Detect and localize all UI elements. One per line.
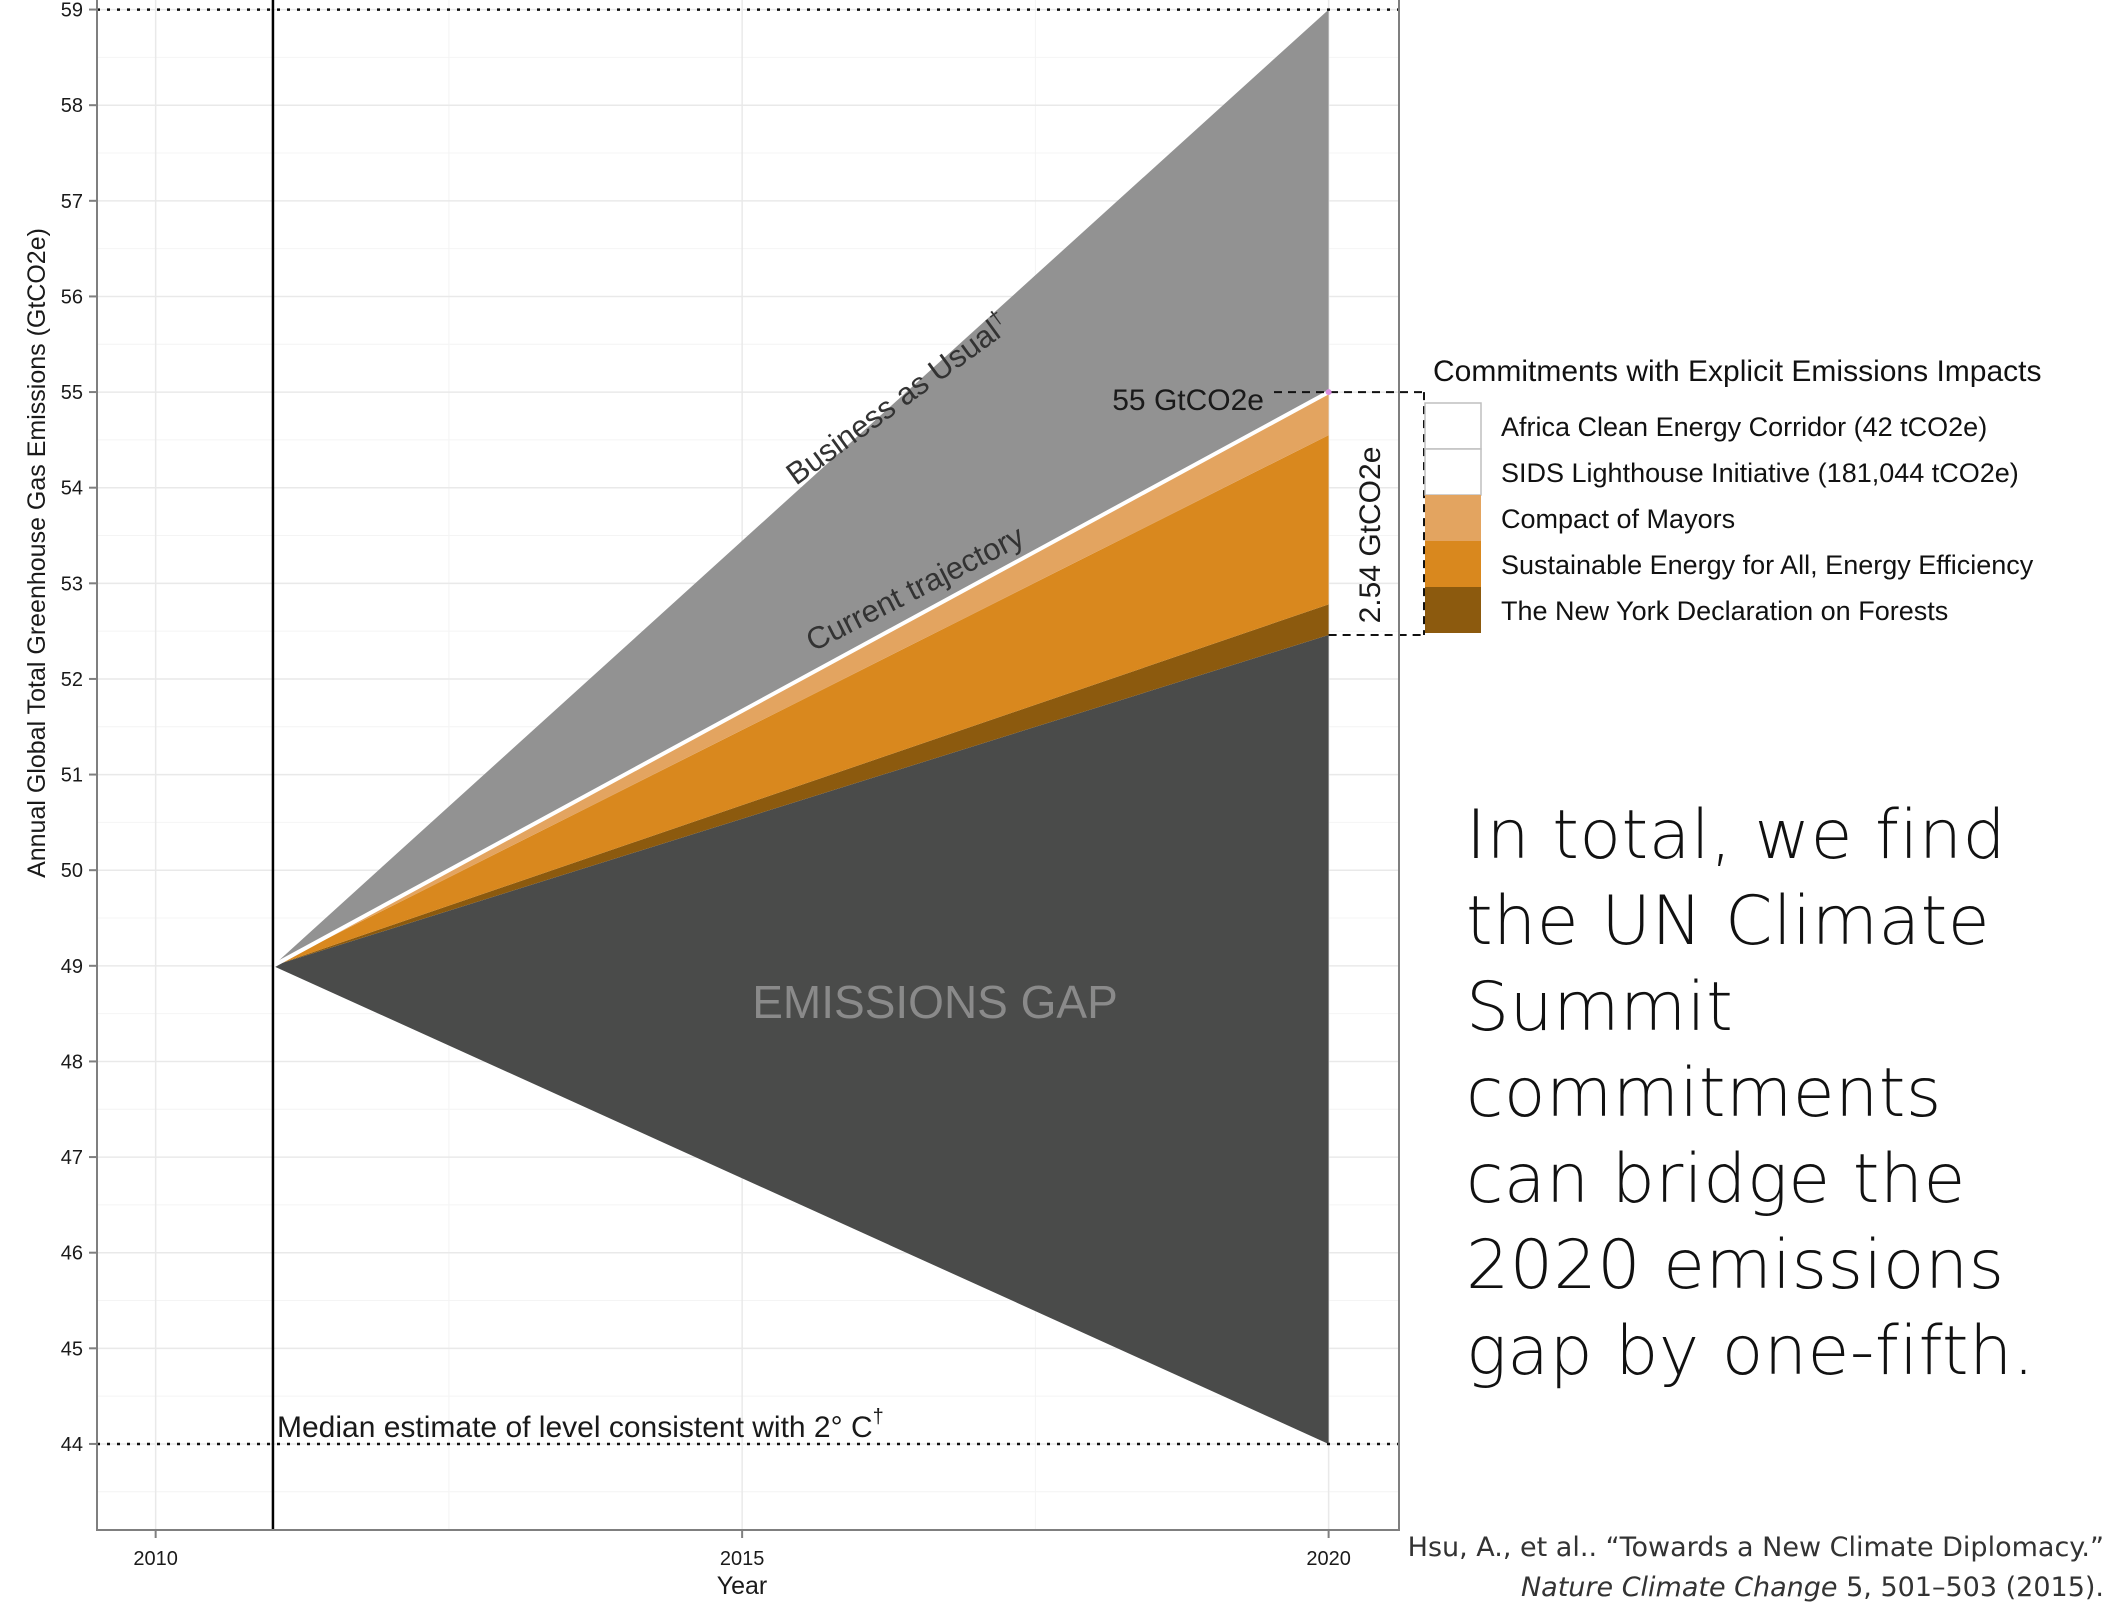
bracket-label: 2.54 GtCO2e [1354, 447, 1387, 624]
x-axis-title: Year [717, 1572, 768, 1599]
legend: Commitments with Explicit Emissions Impa… [1424, 355, 2041, 633]
current-trajectory-line [271, 390, 1330, 968]
legend-title: Commitments with Explicit Emissions Impa… [1433, 355, 2041, 388]
x-tick-label: 2020 [1306, 1548, 1351, 1570]
y-tick-label: 55 [61, 382, 83, 404]
citation: Hsu, A., et al.. “Towards a New Climate … [1364, 1528, 2104, 1608]
emissions-gap-label: EMISSIONS GAP [752, 976, 1118, 1028]
legend-label: Africa Clean Energy Corridor (42 tCO2e) [1501, 412, 1987, 442]
x-tick-label: 2015 [720, 1548, 765, 1570]
y-tick-label: 57 [61, 191, 83, 213]
reference-lines [97, 0, 1425, 1530]
axes: 44 45 46 47 48 49 50 51 52 53 54 55 56 57 58 59 2010 2015… [61, 0, 1400, 1570]
marker-dot [1325, 389, 1332, 396]
legend-swatch [1425, 495, 1481, 541]
y-tick-label: 53 [61, 573, 83, 595]
band-emissions-gap [272, 634, 1329, 1444]
y-tick-label: 45 [61, 1338, 83, 1360]
citation-line-2: Nature Climate Change 5, 501–503 (2015). [1364, 1568, 2104, 1608]
y-tick-label: 54 [61, 478, 83, 500]
y-tick-label: 50 [61, 860, 83, 882]
band-sustainable-energy-for-all-energy-efficiency [272, 435, 1329, 966]
legend-swatch [1425, 541, 1481, 587]
band-business-as-usual-gap [272, 9, 1329, 966]
citation-line-1: Hsu, A., et al.. “Towards a New Climate … [1407, 1532, 2104, 1563]
legend-swatch [1425, 587, 1481, 633]
plot-border [96, 0, 1400, 1531]
level-label: 55 GtCO2e [1112, 384, 1264, 417]
y-tick-label: 47 [61, 1147, 83, 1169]
legend-label: Sustainable Energy for All, Energy Effic… [1501, 550, 2034, 580]
median-estimate-label: Median estimate of level consistent with… [277, 1406, 884, 1444]
legend-label: SIDS Lighthouse Initiative (181,044 tCO2… [1501, 458, 2019, 488]
y-tick-label: 59 [61, 0, 83, 22]
summary-text: In total, we find the UN Climate Summit … [1466, 796, 2035, 1391]
y-tick-label: 48 [61, 1051, 83, 1073]
y-tick-label: 49 [61, 956, 83, 978]
y-axis-title: Annual Global Total Greenhouse Gas Emiss… [23, 228, 51, 878]
legend-swatch [1424, 448, 1482, 496]
band-the-new-york-declaration-on-forests [272, 604, 1329, 966]
citation-journal: Nature Climate Change [1520, 1572, 1838, 1603]
y-tick-label: 58 [61, 95, 83, 117]
legend-label: Compact of Mayors [1501, 504, 1735, 534]
y-tick-label: 46 [61, 1243, 83, 1265]
y-tick-label: 52 [61, 669, 83, 691]
y-tick-label: 51 [61, 765, 83, 787]
y-tick-label: 44 [61, 1434, 83, 1456]
legend-label: The New York Declaration on Forests [1501, 596, 1948, 626]
bands [271, 9, 1330, 1444]
x-tick-label: 2010 [133, 1548, 178, 1570]
y-tick-label: 56 [61, 286, 83, 308]
citation-details: 5, 501–503 (2015). [1837, 1572, 2104, 1603]
legend-swatch [1424, 402, 1482, 450]
